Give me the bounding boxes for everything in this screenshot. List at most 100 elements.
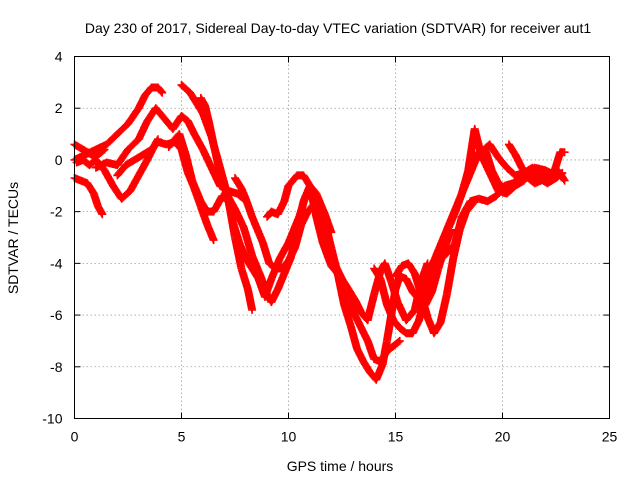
x-tick-label: 0 (71, 429, 79, 445)
x-tick-label: 25 (602, 429, 618, 445)
data-point-trail (114, 120, 131, 137)
data-point-trail (345, 297, 359, 318)
data-marks (70, 80, 569, 384)
axis-ticks: 0 5 10 15 20 25 -10 -8 -6 -4 -2 0 2 4 (42, 49, 617, 445)
x-tick-label: 10 (281, 429, 297, 445)
data-point-trail (276, 240, 292, 261)
data-point-trail (114, 162, 129, 179)
series-track-19 (504, 140, 569, 188)
data-point-trail (257, 273, 271, 297)
data-point-trail (372, 361, 387, 383)
data-point-trail (216, 170, 230, 197)
x-tick-label: 5 (178, 429, 186, 445)
data-point-trail (178, 81, 193, 96)
data-point-trail (449, 214, 466, 253)
data-point-trail (274, 271, 288, 292)
data-point-trail (126, 172, 142, 194)
data-point-trail (312, 198, 329, 225)
y-tick-label: 2 (55, 100, 63, 116)
data-point-trail (503, 182, 519, 197)
x-tick-label: 15 (388, 429, 404, 445)
data-point-trail (445, 209, 459, 230)
data-point-trail (334, 271, 348, 308)
y-tick-label: -6 (50, 307, 63, 323)
data-point-trail (229, 219, 243, 246)
data-point-trail (231, 206, 247, 230)
data-point-trail (529, 164, 544, 179)
data-point-trail (458, 198, 474, 220)
y-tick-label: 4 (55, 49, 63, 65)
data-point-trail (390, 337, 403, 350)
data-point-trail (152, 105, 168, 122)
data-point-trail (248, 214, 262, 235)
series-track-16 (445, 124, 560, 232)
data-point-trail (188, 178, 205, 204)
y-tick-label: -8 (50, 359, 63, 375)
y-axis-label: SDTVAR / TECUs (5, 182, 21, 294)
data-point (209, 236, 218, 245)
data-point-trail (378, 338, 391, 367)
y-tick-label: -2 (50, 204, 63, 220)
data-point-trail (435, 252, 448, 264)
data-point-trail (103, 131, 121, 148)
y-tick-label: 0 (55, 152, 63, 168)
data-point-trail (124, 105, 142, 127)
data-point-trail (437, 227, 451, 248)
data-point-trail (242, 196, 256, 220)
data-point-trail (495, 154, 510, 171)
data-point-trail (364, 291, 378, 323)
data-point-trail (430, 242, 444, 264)
y-tick-label: -4 (50, 255, 63, 271)
data-point-trail (417, 291, 432, 321)
data-point-trail (135, 118, 151, 142)
data-point-trail (135, 157, 151, 179)
x-tick-label: 20 (495, 429, 511, 445)
data-point-trail (237, 266, 252, 292)
data-point-trail (409, 288, 423, 303)
data-point-trail (125, 136, 142, 153)
series-track-1 (70, 174, 107, 219)
x-axis-label: GPS time / hours (287, 458, 394, 474)
data-point-trail (364, 338, 378, 362)
data-point-trail (493, 182, 508, 199)
data-point-trail (550, 149, 564, 176)
data-point-trail (486, 170, 502, 194)
data-point-trail (403, 307, 418, 324)
series-track-4 (70, 83, 167, 164)
data-point-trail (411, 271, 425, 297)
data-point-trail (142, 84, 155, 99)
data-point-trail (340, 302, 355, 328)
data-point-trail (205, 121, 218, 147)
data-point-trail (381, 260, 395, 285)
data-point-trail (443, 255, 457, 297)
data-point (560, 148, 569, 157)
data-point-trail (199, 147, 215, 171)
data-point-trail (436, 291, 451, 326)
data-point-trail (390, 317, 403, 331)
data-point (395, 336, 404, 345)
data-point-trail (538, 172, 551, 184)
data-point-trail (223, 190, 239, 212)
plot-frame (74, 56, 610, 419)
data-point-trail (191, 131, 207, 153)
data-point-trail (486, 141, 502, 161)
data-point-trail (279, 257, 292, 272)
data-point-trail (441, 227, 455, 251)
data-point-trail (114, 146, 132, 168)
data-point (98, 210, 107, 219)
data-point (158, 88, 167, 97)
data-point-trail (319, 240, 335, 269)
data-point (248, 305, 257, 314)
data-point (560, 176, 569, 185)
data-point-trail (101, 167, 117, 189)
data-point-trail (285, 172, 301, 189)
chart-title: Day 230 of 2017, Sidereal Day-to-day VTE… (85, 20, 592, 36)
data-point-trail (175, 131, 190, 158)
data-point-trail (240, 224, 256, 259)
data-point-trail (383, 302, 397, 323)
data-point-trail (451, 190, 466, 215)
data-point-trail (118, 187, 134, 202)
data-point-trail (203, 222, 217, 243)
